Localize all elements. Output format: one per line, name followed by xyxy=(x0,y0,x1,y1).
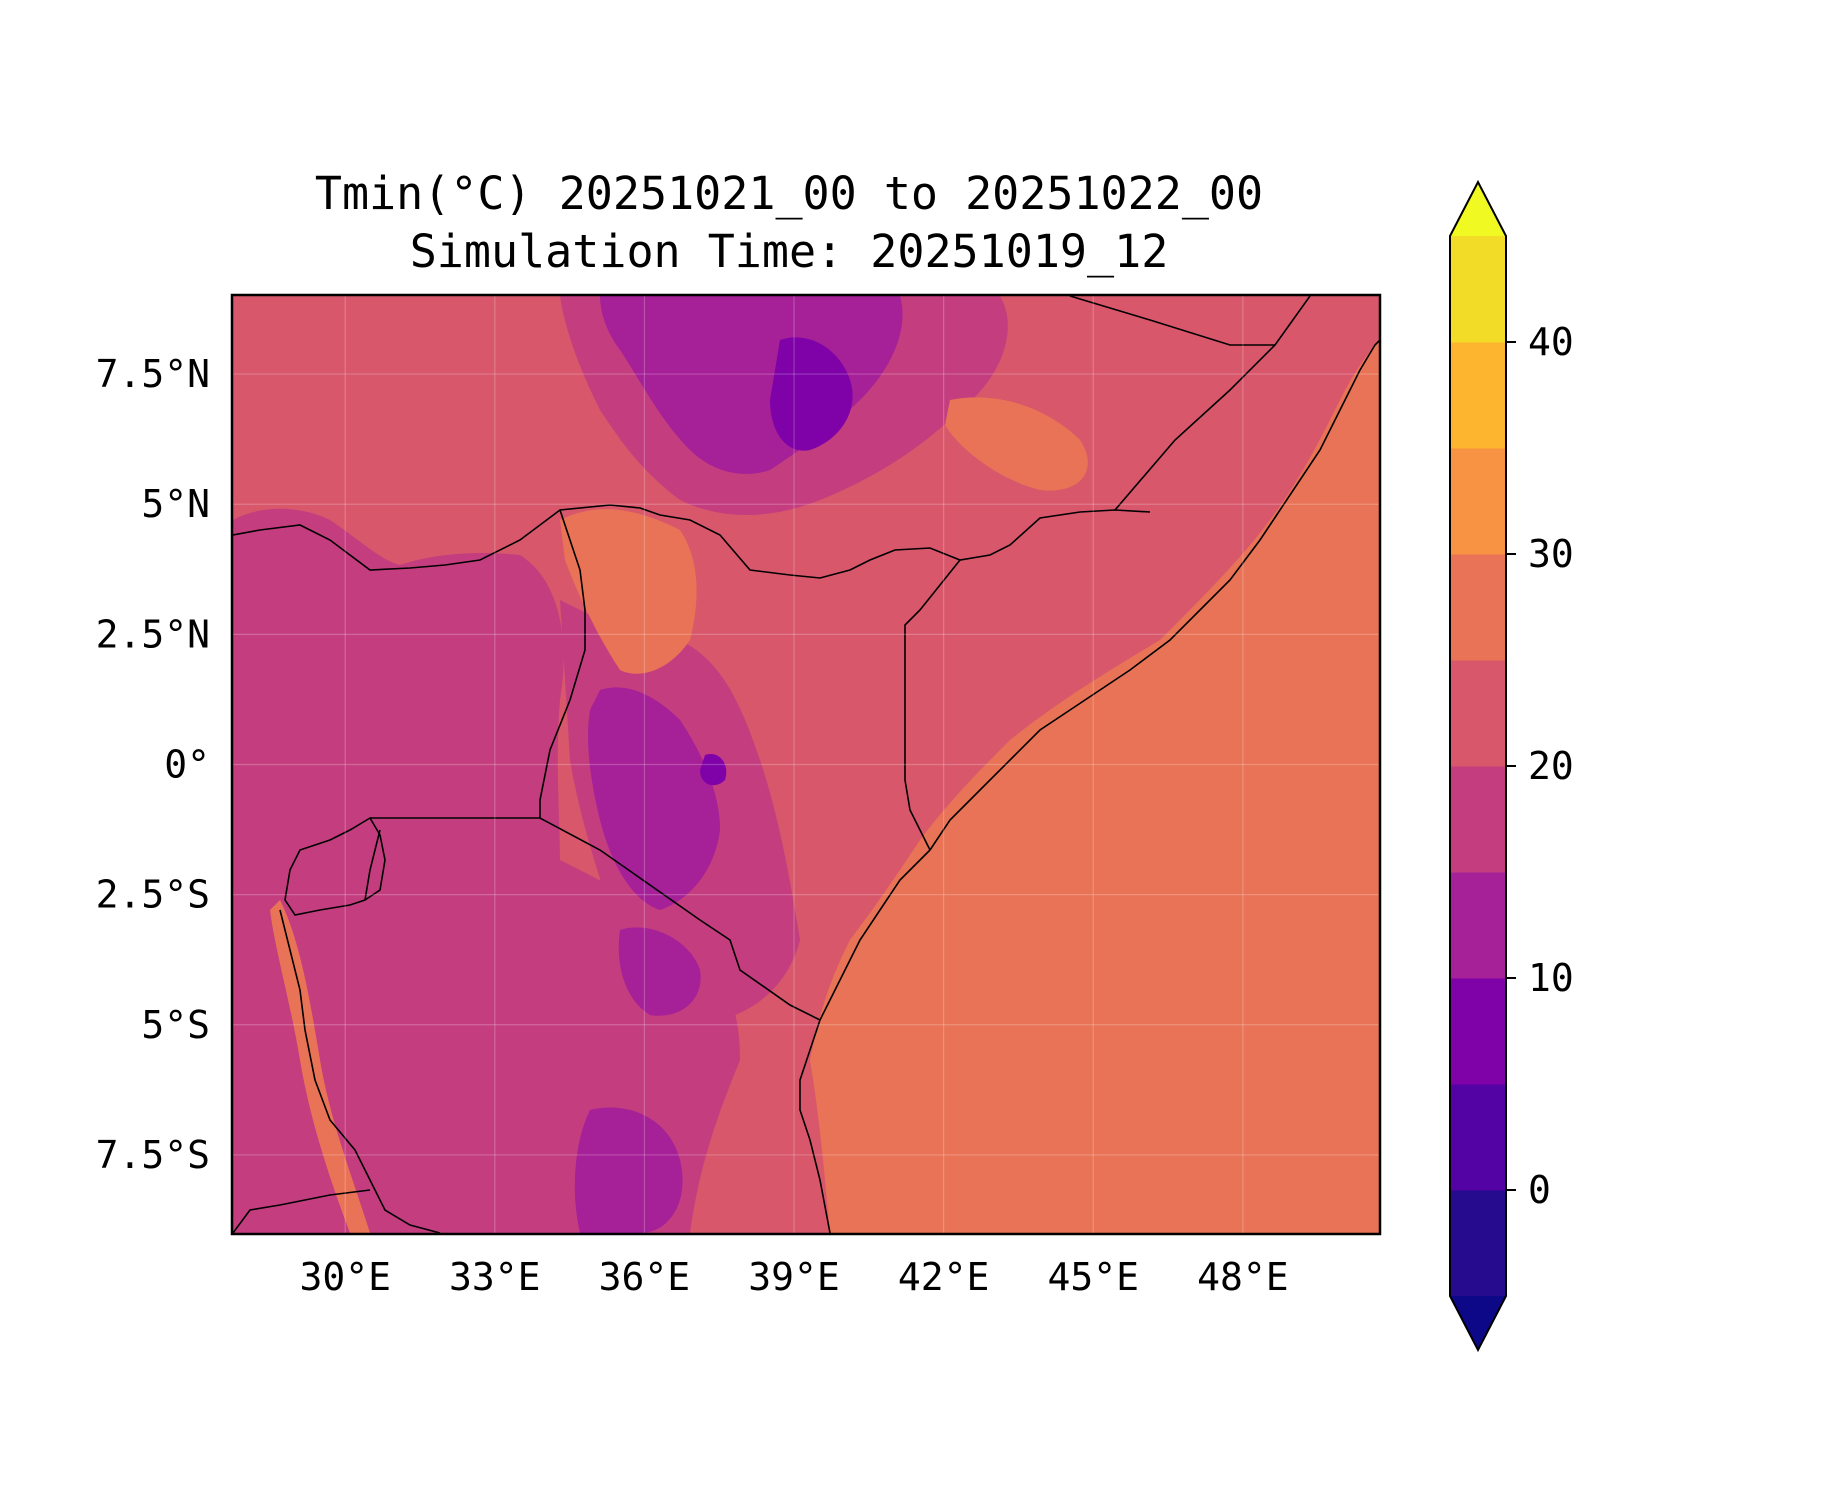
colorbar-tick-label: 30 xyxy=(1528,532,1574,576)
map-frame xyxy=(230,293,1382,1236)
kenyan-highlands-10-15 xyxy=(588,687,720,910)
latitude-tick-label: 7.5°S xyxy=(96,1133,210,1177)
longitude-tick-label: 45°E xyxy=(1047,1255,1139,1299)
latitude-tick-label: 0° xyxy=(164,743,210,787)
southern-highlands-10-15 xyxy=(574,1107,683,1233)
latitude-axis: 7.5°N 5°N 2.5°N 0° 2.5°S 5°S 7.5°S xyxy=(96,352,210,1177)
colorbar-outline xyxy=(1449,179,1507,1353)
latitude-tick-label: 5°N xyxy=(141,482,210,526)
gridlines xyxy=(233,296,1380,1233)
colorbar-segment xyxy=(1450,660,1506,767)
colorbar-under-extension xyxy=(1450,1296,1506,1350)
colorbar-segment xyxy=(1450,766,1506,873)
ethiopian-highlands-5-10 xyxy=(770,337,853,451)
longitude-tick-label: 39°E xyxy=(748,1255,840,1299)
rift-valley-25-30 xyxy=(560,509,697,674)
lake-tanganyika-25-30 xyxy=(270,900,370,1233)
western-highlands-15-20 xyxy=(233,508,740,1233)
colorbar: 0 10 20 30 40 xyxy=(1449,179,1574,1353)
colorbar-tick-label: 10 xyxy=(1528,956,1574,1000)
longitude-tick-label: 42°E xyxy=(898,1255,990,1299)
colorbar-segment xyxy=(1450,1084,1506,1191)
longitude-tick-label: 36°E xyxy=(599,1255,691,1299)
longitude-axis: 30°E 33°E 36°E 39°E 42°E 45°E 48°E xyxy=(299,1255,1288,1299)
colorbar-segment xyxy=(1450,554,1506,661)
colorbar-tick-label: 0 xyxy=(1528,1168,1551,1212)
colorbar-segment xyxy=(1450,236,1506,343)
tanzania-highlands-10-15 xyxy=(618,927,701,1016)
latitude-tick-label: 7.5°N xyxy=(96,352,210,396)
longitude-tick-label: 30°E xyxy=(299,1255,391,1299)
country-borders xyxy=(233,296,1380,1233)
colorbar-tick-label: 40 xyxy=(1528,320,1574,364)
colorbar-segment xyxy=(1450,1190,1506,1297)
indian-ocean-25-30 xyxy=(810,340,1380,1233)
map-area xyxy=(233,296,1380,1233)
colorbar-segment xyxy=(1450,978,1506,1085)
colorbar-over-extension xyxy=(1450,182,1506,236)
somali-plateau-25-30 xyxy=(945,397,1088,491)
colorbar-segment xyxy=(1450,448,1506,555)
kenyan-highlands-5-10 xyxy=(700,754,727,786)
plot-title-line-2: Simulation Time: 20251019_12 xyxy=(410,225,1169,278)
plot-title-line-1: Tmin(°C) 20251021_00 to 20251022_00 xyxy=(315,167,1263,220)
latitude-tick-label: 2.5°S xyxy=(96,873,210,917)
latitude-tick-label: 5°S xyxy=(141,1003,210,1047)
latitude-tick-label: 2.5°N xyxy=(96,612,210,656)
colorbar-segment xyxy=(1450,872,1506,979)
longitude-tick-label: 48°E xyxy=(1197,1255,1289,1299)
colorbar-tick-label: 20 xyxy=(1528,744,1574,788)
colorbar-segment xyxy=(1450,342,1506,449)
longitude-tick-label: 33°E xyxy=(449,1255,541,1299)
